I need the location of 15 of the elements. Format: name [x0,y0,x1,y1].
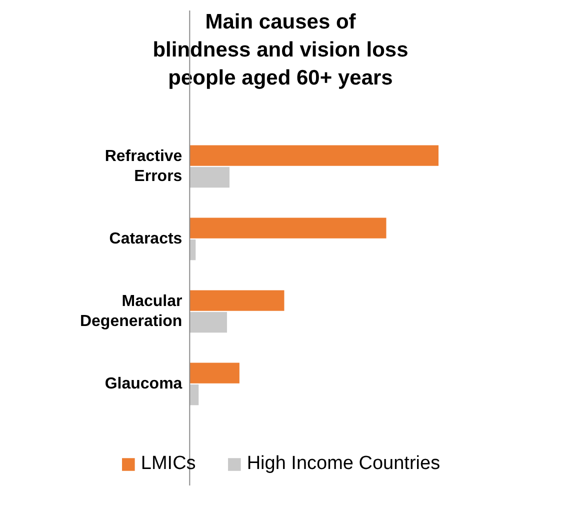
y-tick-label: Refractive Errors [104,148,182,185]
bar [190,239,196,260]
bar [190,218,386,238]
bar [190,384,199,406]
bar [190,145,439,166]
bar [190,290,284,311]
legend-label: High Income Countries [246,453,440,475]
y-tick-label: Glaucoma [104,375,182,392]
bar [190,166,230,188]
legend-label: LMICs [140,453,196,475]
bar [190,312,227,333]
y-tick-label: Macular Degeneration [80,292,182,330]
bar [190,362,240,384]
y-tick-label: Cataracts [109,230,182,248]
chart-title: Main causes of blindness and vision loss people aged 60+ years [152,10,408,90]
